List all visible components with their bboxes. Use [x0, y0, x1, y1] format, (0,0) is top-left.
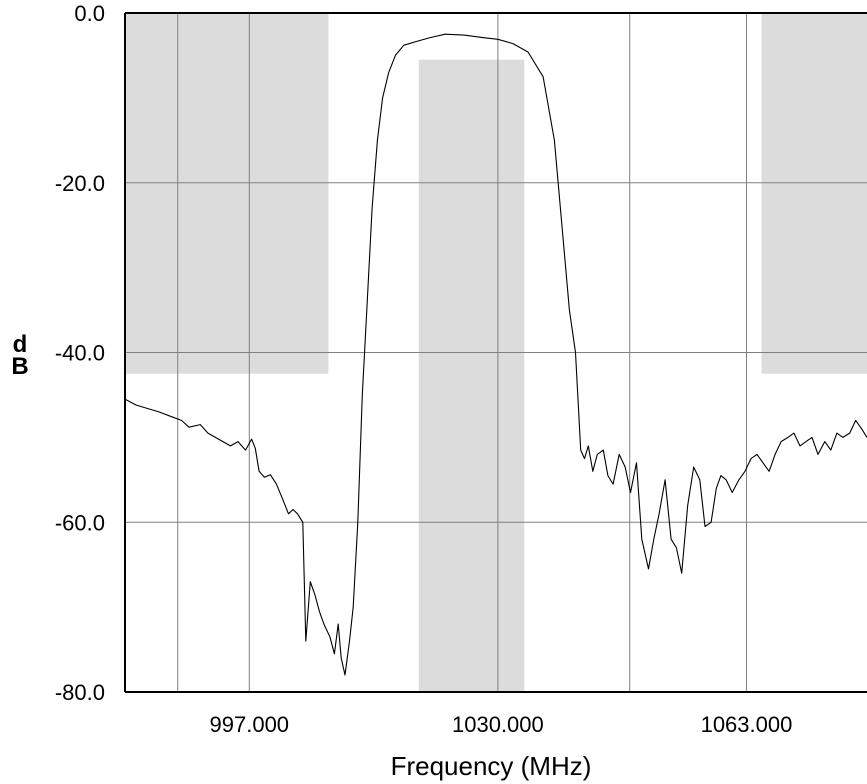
y-tick-label: -80.0 [55, 680, 105, 705]
y-tick-label: 0.0 [74, 1, 105, 26]
y-axis-title-top: d [13, 331, 28, 358]
axes [124, 12, 867, 693]
x-axis-title: Frequency (MHz) [391, 751, 592, 781]
y-tick-labels: 0.0 -20.0 -40.0 -60.0 -80.0 [55, 1, 105, 705]
x-tick-label: 997.000 [210, 712, 290, 737]
mask-region-1 [125, 13, 329, 374]
y-tick-label: -40.0 [55, 341, 105, 366]
grid-lines [125, 13, 867, 692]
mask-region-3 [761, 13, 867, 374]
response-line [124, 33, 867, 676]
x-tick-labels: 997.000 1030.000 1063.000 [210, 712, 793, 737]
y-tick-label: -60.0 [55, 510, 105, 535]
mask-regions [125, 13, 867, 692]
y-axis-title-bottom: B [11, 353, 28, 380]
y-tick-label: -20.0 [55, 171, 105, 196]
x-tick-label: 1063.000 [701, 712, 793, 737]
x-tick-label: 1030.000 [452, 712, 544, 737]
mask-region-2 [418, 59, 525, 692]
